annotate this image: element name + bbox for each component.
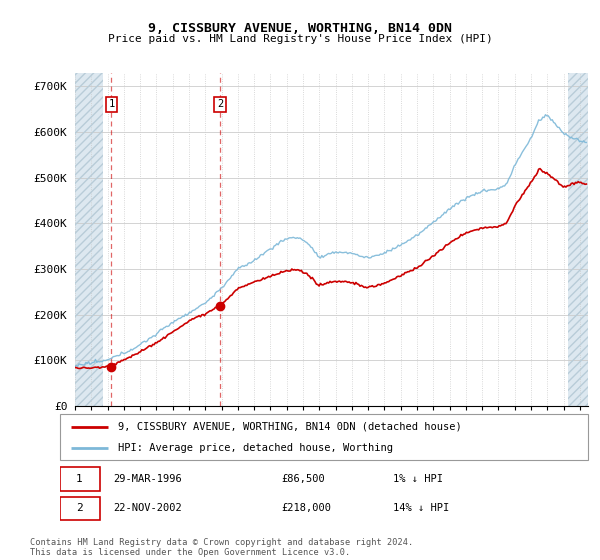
Bar xyxy=(568,73,588,406)
Text: 14% ↓ HPI: 14% ↓ HPI xyxy=(392,503,449,514)
FancyBboxPatch shape xyxy=(60,497,100,520)
Text: 9, CISSBURY AVENUE, WORTHING, BN14 0DN: 9, CISSBURY AVENUE, WORTHING, BN14 0DN xyxy=(148,22,452,35)
Text: 2: 2 xyxy=(217,100,223,109)
Text: 9, CISSBURY AVENUE, WORTHING, BN14 0DN (detached house): 9, CISSBURY AVENUE, WORTHING, BN14 0DN (… xyxy=(118,422,462,432)
Text: Price paid vs. HM Land Registry's House Price Index (HPI): Price paid vs. HM Land Registry's House … xyxy=(107,34,493,44)
Text: HPI: Average price, detached house, Worthing: HPI: Average price, detached house, Wort… xyxy=(118,443,393,453)
Text: 1: 1 xyxy=(76,474,83,484)
Text: 1: 1 xyxy=(109,100,115,109)
Text: Contains HM Land Registry data © Crown copyright and database right 2024.
This d: Contains HM Land Registry data © Crown c… xyxy=(30,538,413,557)
Text: 2: 2 xyxy=(76,503,83,514)
Text: 29-MAR-1996: 29-MAR-1996 xyxy=(113,474,182,484)
Text: 22-NOV-2002: 22-NOV-2002 xyxy=(113,503,182,514)
FancyBboxPatch shape xyxy=(60,467,100,491)
Text: £218,000: £218,000 xyxy=(282,503,332,514)
Bar xyxy=(75,73,103,406)
FancyBboxPatch shape xyxy=(60,414,588,460)
Text: 1% ↓ HPI: 1% ↓ HPI xyxy=(392,474,443,484)
Bar xyxy=(568,73,588,406)
Text: £86,500: £86,500 xyxy=(282,474,326,484)
Bar xyxy=(75,73,103,406)
